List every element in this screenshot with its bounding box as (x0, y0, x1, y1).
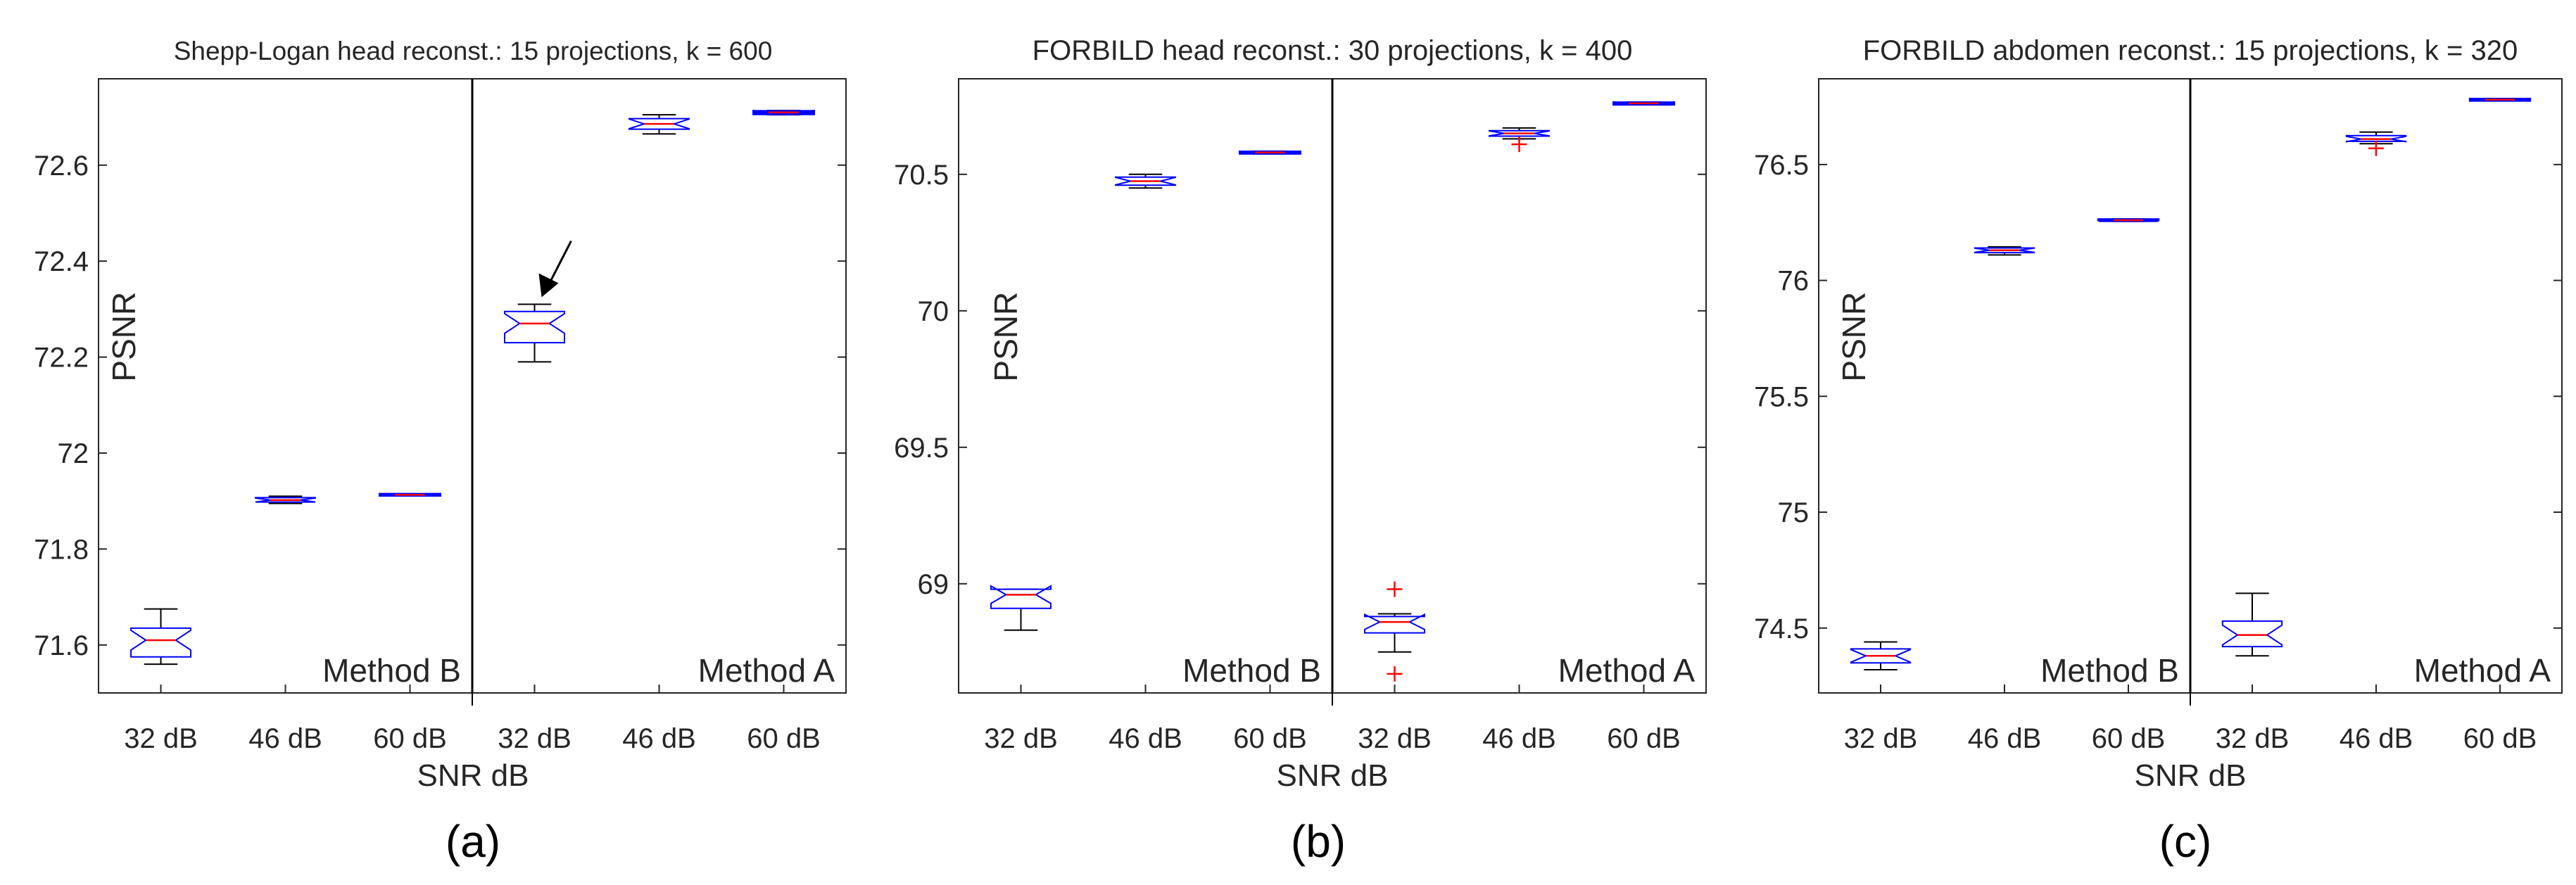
box-body (2097, 218, 2160, 222)
x-tick-label: 46 dB (248, 723, 322, 754)
outlier-marker (2368, 140, 2384, 156)
x-tick-label: 60 dB (373, 723, 447, 754)
outlier-marker (1387, 666, 1403, 682)
outlier-marker (1511, 136, 1527, 153)
box-body (1115, 176, 1176, 186)
box-body (255, 497, 316, 503)
y-tick-label: 72 (58, 438, 89, 469)
y-tick-label: 71.6 (34, 630, 89, 661)
box-body (1612, 101, 1675, 106)
box-plot (2221, 592, 2283, 657)
x-tick-label: 46 dB (1109, 723, 1182, 754)
box-plot (752, 110, 815, 116)
y-tick-label: 76.5 (1754, 150, 1809, 181)
chart-title: FORBILD abdomen reconst.: 15 projections… (1863, 35, 2518, 66)
box-body (1489, 129, 1550, 137)
x-tick-label: 60 dB (1607, 723, 1681, 754)
y-tick-label: 72.6 (34, 151, 89, 182)
panel-caption: (c) (2159, 816, 2212, 867)
group-label-method-a: Method A (2414, 652, 2551, 689)
annotation-arrow (538, 240, 572, 298)
y-tick-label: 69.5 (894, 433, 949, 464)
box-body (990, 585, 1052, 609)
box-plot (1612, 101, 1675, 106)
box-body (504, 310, 565, 344)
box-plot (629, 114, 690, 135)
chart-title: FORBILD head reconst.: 30 projections, k… (1033, 35, 1633, 66)
y-tick-label: 71.8 (34, 534, 89, 565)
chart-title: Shepp-Logan head reconst.: 15 projection… (174, 37, 773, 65)
box-body (130, 627, 191, 658)
box-plot (504, 303, 565, 363)
chart-panel-3: 74.5 75 75.5 76 76.5 32 dB 46 dB 60 dB 32 dB 46 d… (1754, 35, 2563, 867)
outlier-marker (1387, 581, 1403, 597)
box-plot (2345, 131, 2407, 156)
x-tick-label: 46 dB (2340, 723, 2413, 754)
y-tick-label: 75 (1778, 497, 1810, 528)
y-axis-label: PSNR (1836, 292, 1872, 382)
box-body (2468, 97, 2532, 102)
box-body (1364, 613, 1425, 634)
chart-panel-1: 71.6 71.8 72 72.2 72.4 72.6 32 dB 46 dB 60 dB 32 … (34, 37, 847, 867)
panel-caption: (b) (1291, 816, 1346, 867)
x-tick-label: 32 dB (984, 723, 1058, 754)
box-body (2221, 620, 2283, 648)
box-plot (379, 492, 441, 497)
box-plot (2097, 218, 2160, 222)
box-plot (130, 608, 191, 666)
x-tick-label: 60 dB (747, 723, 821, 754)
x-axis-label: SNR dB (1277, 758, 1389, 793)
box-body (752, 110, 815, 115)
panel-caption: (a) (446, 816, 500, 867)
box-plot (2468, 97, 2532, 102)
box-body (629, 117, 690, 130)
box-plot (1974, 246, 2035, 256)
box-plot (1239, 150, 1301, 155)
box-plot (1850, 641, 1912, 671)
y-axis-label: PSNR (987, 292, 1024, 382)
x-tick-label: 60 dB (2092, 723, 2166, 754)
y-tick-label: 75.5 (1754, 381, 1809, 412)
box-plot (1115, 173, 1176, 189)
x-tick-label: 60 dB (2463, 723, 2537, 754)
box-body (1239, 150, 1301, 155)
x-axis-label: SNR dB (417, 758, 529, 793)
box-body (1850, 648, 1912, 664)
x-tick-label: 32 dB (1358, 723, 1432, 754)
box-plot (990, 585, 1052, 631)
arrow-head (538, 273, 559, 298)
group-label-method-b: Method B (322, 652, 461, 689)
y-tick-label: 70.5 (894, 160, 949, 191)
group-label-method-b: Method B (2040, 652, 2179, 689)
x-axis-label: SNR dB (2135, 758, 2247, 793)
x-tick-label: 32 dB (2216, 723, 2290, 754)
y-tick-label: 69 (918, 569, 949, 600)
x-tick-label: 46 dB (1968, 723, 2042, 754)
group-label-method-a: Method A (1558, 652, 1696, 689)
x-tick-label: 32 dB (124, 723, 198, 754)
y-tick-label: 74.5 (1754, 613, 1809, 644)
y-tick-label: 72.2 (34, 343, 89, 374)
box-body (2345, 134, 2407, 143)
chart-panel-2: 69 69.5 70 70.5 32 dB 46 dB 60 dB 32 dB 46 dB 60 … (894, 35, 1707, 867)
box-plot (1364, 581, 1425, 682)
x-tick-label: 32 dB (498, 723, 572, 754)
box-body (1974, 247, 2035, 254)
x-tick-label: 60 dB (1233, 723, 1307, 754)
x-tick-label: 46 dB (1482, 723, 1556, 754)
y-axis-label: PSNR (106, 292, 142, 382)
y-tick-label: 76 (1778, 266, 1810, 297)
group-label-method-a: Method A (698, 652, 835, 689)
box-plot (255, 495, 316, 504)
y-tick-label: 70 (918, 296, 949, 327)
x-tick-label: 32 dB (1844, 723, 1918, 754)
x-tick-label: 46 dB (622, 723, 696, 754)
box-plot (1489, 127, 1550, 153)
y-tick-label: 72.4 (34, 246, 89, 277)
group-label-method-b: Method B (1182, 652, 1321, 689)
